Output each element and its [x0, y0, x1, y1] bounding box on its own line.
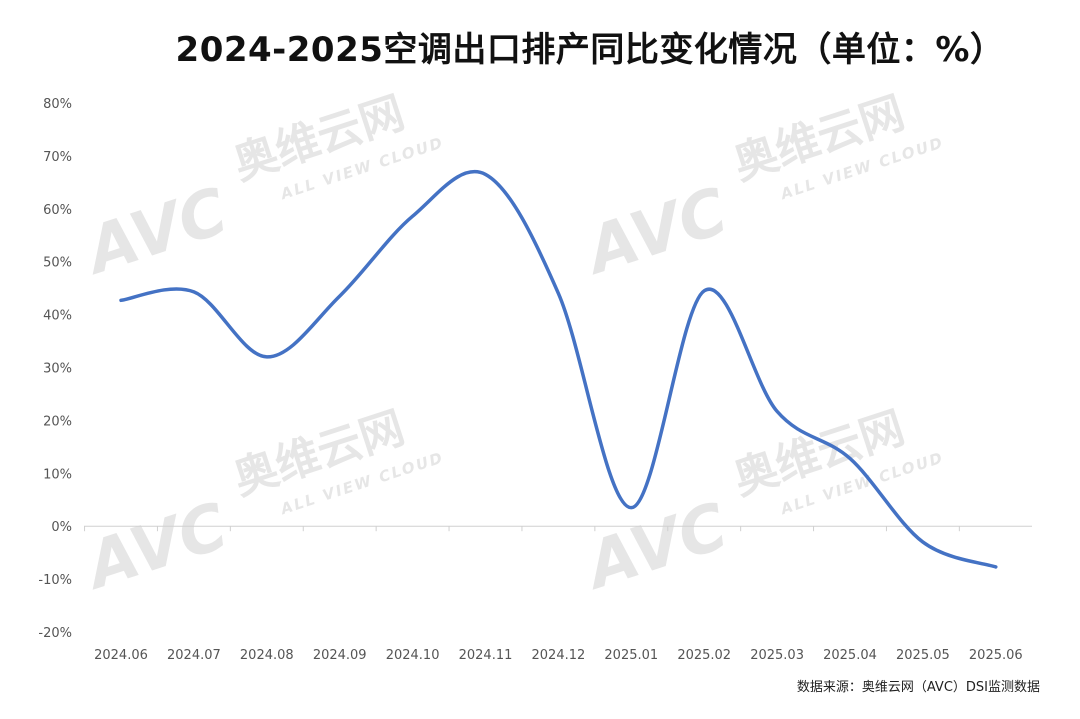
y-tick-label: 20%: [43, 414, 72, 429]
y-tick-label: 10%: [43, 467, 72, 482]
y-tick-label: 70%: [43, 150, 72, 165]
x-axis-tick-labels: 2024.06 2024.07 2024.08 2024.09 2024.10 2024.…: [94, 648, 1023, 663]
x-axis-tick-marks: [84, 526, 960, 532]
series-line: [119, 169, 998, 569]
x-tick-label: 2025.01: [604, 648, 658, 663]
watermark-logo-text: AVC: [574, 175, 736, 291]
y-tick-label: -20%: [38, 626, 72, 641]
source-note: 数据来源：奥维云网（AVC）DSI监测数据: [796, 680, 1040, 695]
y-tick-label: 80%: [43, 97, 72, 112]
x-tick-label: 2024.11: [459, 648, 513, 663]
x-tick-label: 2024.08: [240, 648, 294, 663]
x-tick-label: 2025.04: [823, 648, 877, 663]
y-tick-label: 50%: [43, 256, 72, 271]
watermark-logo-text: AVC: [574, 490, 736, 606]
watermark-logo-text: AVC: [74, 175, 236, 291]
x-tick-label: 2025.05: [896, 648, 950, 663]
y-tick-label: -10%: [38, 573, 72, 588]
x-tick-label: 2025.02: [677, 648, 731, 663]
y-tick-label: 30%: [43, 362, 72, 377]
x-tick-label: 2024.06: [94, 648, 148, 663]
x-tick-label: 2024.12: [532, 648, 586, 663]
y-axis-tick-labels: 80% 70% 60% 50% 40% 30% 20% 10% 0% -10% -20%: [38, 97, 72, 641]
x-tick-label: 2024.07: [167, 648, 221, 663]
x-tick-label: 2025.03: [750, 648, 804, 663]
x-tick-label: 2024.09: [313, 648, 367, 663]
chart-title: 2024-2025空调出口排产同比变化情况（单位：%）: [175, 30, 1005, 70]
watermark-logo-text: AVC: [74, 490, 236, 606]
y-tick-label: 0%: [51, 520, 72, 535]
y-tick-label: 40%: [43, 309, 72, 324]
x-tick-label: 2024.10: [386, 648, 440, 663]
y-tick-label: 60%: [43, 203, 72, 218]
x-tick-label: 2025.06: [969, 648, 1023, 663]
